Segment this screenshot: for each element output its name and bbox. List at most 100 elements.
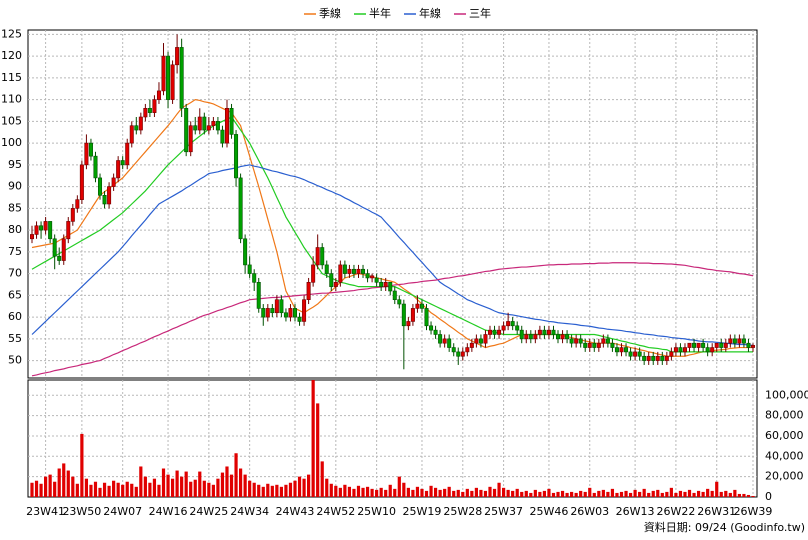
legend-label: 季線 bbox=[319, 6, 341, 20]
y-tick-label: 100 bbox=[1, 136, 22, 149]
volume-bar bbox=[143, 476, 147, 497]
volume-bar bbox=[252, 482, 256, 497]
volume-bar bbox=[424, 490, 429, 497]
candle-body bbox=[614, 347, 619, 353]
candle-body bbox=[224, 108, 229, 144]
volume-bar bbox=[121, 484, 125, 497]
candle-body bbox=[247, 264, 252, 274]
volume-tick-label: 60,000 bbox=[765, 429, 804, 442]
volume-bar bbox=[393, 488, 397, 497]
candle-body bbox=[574, 338, 579, 344]
candle-body bbox=[288, 308, 293, 318]
volume-bar bbox=[461, 491, 465, 497]
volume-bar bbox=[375, 489, 379, 497]
candle-body bbox=[551, 329, 556, 335]
volume-bar bbox=[34, 480, 39, 497]
volume-bar bbox=[189, 481, 193, 497]
candle-body bbox=[506, 321, 511, 327]
volume-bar bbox=[75, 483, 79, 497]
volume-bar bbox=[275, 484, 279, 497]
volume-bar bbox=[248, 480, 252, 497]
candle-body bbox=[111, 177, 116, 187]
candle-body bbox=[243, 238, 248, 266]
candle-body bbox=[324, 264, 329, 274]
volume-bar bbox=[365, 486, 370, 497]
x-tick-label: 24W34 bbox=[230, 505, 269, 518]
candle-body bbox=[270, 308, 275, 314]
volume-bar bbox=[678, 490, 683, 497]
volume-bar bbox=[216, 478, 220, 497]
volume-bar bbox=[134, 486, 138, 497]
volume-bar bbox=[352, 488, 356, 497]
candle-body bbox=[560, 334, 565, 340]
candle-body bbox=[107, 186, 112, 205]
x-tick-label: 26W22 bbox=[656, 505, 695, 518]
volume-bar bbox=[642, 488, 646, 497]
candle-body bbox=[578, 338, 583, 344]
candle-body bbox=[293, 308, 298, 318]
volume-bar bbox=[542, 490, 547, 497]
volume-bar bbox=[638, 491, 642, 497]
candle-body bbox=[265, 308, 270, 318]
volume-bar bbox=[30, 482, 34, 497]
candle-body bbox=[147, 108, 152, 113]
volume-bar bbox=[715, 481, 719, 497]
candle-body bbox=[102, 195, 107, 205]
volume-bar bbox=[560, 490, 565, 497]
x-tick-label: 26W03 bbox=[570, 505, 609, 518]
volume-bar bbox=[71, 476, 75, 497]
volume-bar bbox=[184, 471, 188, 497]
candle-body bbox=[202, 116, 207, 131]
volume-bar bbox=[397, 476, 401, 497]
candle-body bbox=[184, 108, 189, 153]
volume-bar bbox=[524, 490, 528, 497]
volume-bar bbox=[511, 490, 515, 497]
candle-body bbox=[206, 125, 211, 131]
volume-bar bbox=[696, 490, 701, 497]
y-tick-label: 50 bbox=[8, 354, 22, 367]
candle-body bbox=[569, 338, 574, 344]
candle-body bbox=[456, 351, 461, 357]
candle-body bbox=[424, 308, 429, 327]
candle-body bbox=[429, 325, 434, 331]
candle-body bbox=[88, 142, 93, 157]
candle-body bbox=[646, 355, 651, 361]
candle-body bbox=[510, 321, 515, 327]
y-tick-label: 60 bbox=[8, 310, 22, 323]
volume-bar bbox=[633, 489, 637, 497]
volume-bar bbox=[198, 471, 202, 497]
volume-bar bbox=[746, 494, 751, 497]
candle-body bbox=[542, 329, 547, 335]
candle-body bbox=[714, 342, 719, 348]
volume-bar bbox=[193, 479, 197, 497]
volume-bar bbox=[107, 485, 111, 497]
candle-body bbox=[156, 90, 161, 100]
candle-body bbox=[633, 351, 638, 357]
candle-body bbox=[43, 221, 48, 231]
moving-average-line bbox=[31, 262, 754, 377]
volume-bar bbox=[148, 482, 152, 497]
candle-body bbox=[596, 342, 601, 348]
y-tick-label: 70 bbox=[8, 267, 22, 280]
volume-bar bbox=[433, 487, 438, 497]
volume-bar bbox=[284, 484, 288, 497]
candle-body bbox=[701, 342, 706, 348]
volume-bar bbox=[579, 490, 583, 497]
x-tick-label: 26W39 bbox=[734, 505, 773, 518]
candle-body bbox=[447, 338, 452, 348]
volume-bar bbox=[139, 466, 143, 497]
volume-bar bbox=[57, 468, 61, 497]
volume-bar bbox=[701, 491, 705, 497]
candle-body bbox=[628, 351, 633, 357]
volume-bar bbox=[728, 492, 732, 497]
y-tick-label: 80 bbox=[8, 223, 22, 236]
candle-body bbox=[487, 329, 492, 335]
x-tick-label: 23W50 bbox=[62, 505, 101, 518]
x-tick-label: 26W13 bbox=[616, 505, 655, 518]
volume-bar bbox=[483, 490, 488, 497]
volume-bar bbox=[447, 486, 451, 497]
x-tick-label: 25W46 bbox=[530, 505, 569, 518]
volume-bar bbox=[261, 486, 265, 497]
volume-tick-label: 40,000 bbox=[765, 449, 804, 462]
x-tick-label: 24W52 bbox=[316, 505, 355, 518]
